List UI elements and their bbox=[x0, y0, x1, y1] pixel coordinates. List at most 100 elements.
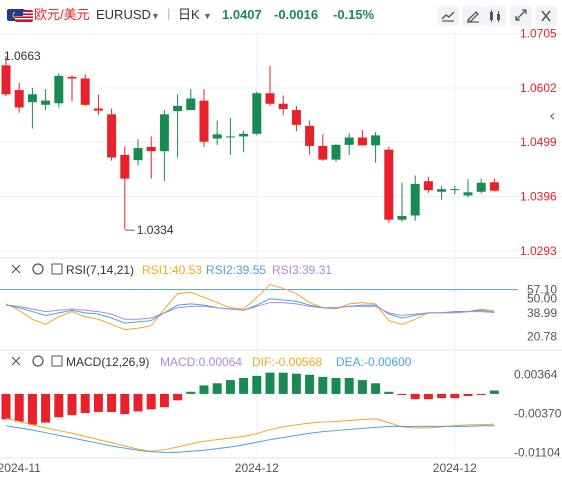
close-button[interactable] bbox=[535, 6, 557, 26]
expand-icon bbox=[515, 9, 527, 21]
pair-name: 欧元/美元 bbox=[34, 7, 90, 22]
macd-bar bbox=[1, 393, 11, 420]
candle bbox=[159, 114, 169, 152]
macd-bar bbox=[278, 372, 288, 394]
macd-bar bbox=[186, 391, 196, 394]
chevron-down-icon[interactable]: ▼ bbox=[203, 11, 212, 21]
line-draw-button[interactable] bbox=[437, 6, 459, 26]
price-change: -0.0016 bbox=[274, 7, 319, 22]
macd-bar bbox=[331, 377, 341, 394]
macd-bar bbox=[397, 393, 407, 395]
macd-bar bbox=[93, 393, 103, 412]
candle bbox=[107, 114, 117, 158]
macd-legend-label: MACD:0.00064 bbox=[160, 355, 242, 369]
candle bbox=[463, 192, 473, 196]
candle bbox=[291, 110, 301, 125]
rsi-legend-label: RSI3:39.31 bbox=[272, 263, 332, 277]
macd-bar bbox=[159, 393, 169, 408]
macd-bar bbox=[371, 383, 381, 394]
indicator-button[interactable] bbox=[484, 6, 506, 26]
macd-bar bbox=[384, 391, 394, 394]
candle bbox=[252, 93, 262, 134]
candle bbox=[41, 100, 51, 105]
expand-button[interactable] bbox=[510, 6, 532, 26]
close-icon[interactable] bbox=[11, 264, 21, 274]
macd-bar bbox=[199, 385, 209, 394]
rsi-legend-label: RSI(7,14,21) bbox=[66, 263, 134, 277]
macd-bar bbox=[437, 393, 447, 399]
chevron-left-icon[interactable]: ‹ bbox=[549, 106, 555, 125]
macd-bar bbox=[239, 377, 249, 394]
y-tick-label: 1.0602 bbox=[520, 81, 557, 95]
candle bbox=[1, 65, 11, 95]
macd-legend-label: DIF:-0.00568 bbox=[252, 355, 322, 369]
y-tick-label: 1.0705 bbox=[520, 27, 557, 41]
candle bbox=[67, 76, 77, 79]
macd-bar bbox=[476, 393, 486, 395]
candle bbox=[239, 133, 249, 137]
rsi-legend-label: RSI1:40.53 bbox=[142, 263, 202, 277]
chevron-down-icon[interactable]: ▼ bbox=[151, 11, 160, 21]
candle bbox=[14, 90, 24, 108]
candle bbox=[371, 135, 381, 146]
x-tick-label: 2024-11 bbox=[0, 461, 41, 475]
candle bbox=[27, 94, 37, 103]
candle bbox=[93, 108, 103, 111]
y-tick-label: -0.00370 bbox=[514, 407, 562, 421]
macd-bar bbox=[107, 393, 117, 412]
checkbox-icon[interactable] bbox=[51, 355, 63, 367]
period-selector[interactable]: 日K bbox=[178, 7, 200, 22]
macd-bar bbox=[80, 393, 90, 414]
candle bbox=[423, 181, 433, 191]
macd-bar bbox=[265, 372, 275, 394]
candle bbox=[331, 144, 341, 160]
y-tick-label: 1.0396 bbox=[520, 190, 557, 204]
candle bbox=[265, 93, 275, 104]
y-tick-label: 50.00 bbox=[527, 292, 557, 306]
rsi-series-line bbox=[5, 298, 495, 324]
macd-bar bbox=[41, 393, 51, 423]
settings-icon[interactable] bbox=[32, 263, 44, 275]
macd-bar bbox=[305, 374, 315, 394]
macd-bar bbox=[357, 380, 367, 394]
macd-bar bbox=[225, 380, 235, 394]
candle bbox=[410, 183, 420, 216]
x-tick-label: 2024-12 bbox=[235, 461, 279, 475]
macd-legend-label: MACD(12,26,9) bbox=[66, 355, 149, 369]
price-change-pct: -0.15% bbox=[333, 7, 375, 22]
candle bbox=[397, 216, 407, 220]
candle bbox=[357, 137, 367, 146]
candle bbox=[437, 189, 447, 192]
y-tick-label: 57.10 bbox=[527, 283, 557, 297]
last-price: 1.0407 bbox=[222, 7, 262, 22]
candle bbox=[278, 103, 288, 110]
macd-bar bbox=[318, 376, 328, 394]
candle bbox=[80, 78, 90, 105]
y-tick-label: 1.0293 bbox=[520, 244, 557, 258]
y-tick-label: 20.78 bbox=[527, 329, 557, 343]
macd-bar bbox=[14, 393, 24, 422]
high-annotation: 1.0663 bbox=[4, 49, 41, 63]
macd-bar bbox=[120, 393, 130, 415]
macd-bar bbox=[291, 373, 301, 394]
macd-bar bbox=[27, 393, 37, 425]
macd-bar bbox=[133, 393, 143, 412]
candle bbox=[54, 75, 64, 104]
macd-bar bbox=[252, 375, 262, 394]
candle bbox=[305, 125, 315, 146]
candle bbox=[318, 145, 328, 160]
candle bbox=[212, 134, 222, 139]
pen-button[interactable] bbox=[462, 6, 484, 26]
symbol-selector[interactable]: EURUSD bbox=[96, 7, 151, 22]
y-tick-label: 0.00364 bbox=[514, 368, 558, 382]
candle bbox=[133, 148, 143, 161]
macd-bar bbox=[344, 377, 354, 394]
candle bbox=[489, 182, 499, 191]
close-icon[interactable] bbox=[11, 356, 21, 366]
settings-icon[interactable] bbox=[32, 355, 44, 367]
macd-bar bbox=[410, 393, 420, 400]
chart-header: 欧元/美元 EURUSD ▼ | 日K ▼ 1.0407 -0.0016 -0.… bbox=[0, 0, 562, 30]
checkbox-icon[interactable] bbox=[51, 263, 63, 275]
macd-bar bbox=[173, 393, 183, 401]
